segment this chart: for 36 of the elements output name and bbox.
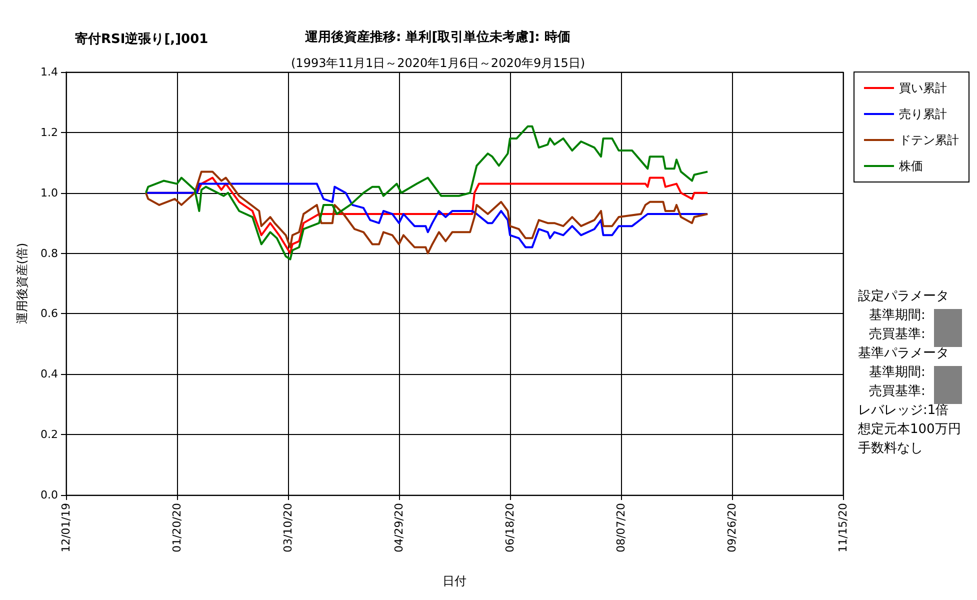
- text: 寄付RSI逆張り[,]001: [75, 31, 208, 47]
- text: 手数料なし: [858, 441, 923, 456]
- y-tick-label: 0.4: [40, 368, 58, 381]
- x-tick-label: 11/15/20: [836, 503, 850, 552]
- text: 設定パラメータ: [858, 289, 949, 304]
- y-tick-label: 1.0: [40, 186, 58, 200]
- x-tick-label: 03/10/20: [282, 503, 294, 552]
- line-series: [144, 125, 709, 260]
- y-tick-label: 0.2: [40, 428, 58, 442]
- y-tick-label: 1.2: [40, 126, 58, 139]
- text: レバレッジ:1倍: [858, 403, 949, 418]
- text: 基準期間:: [869, 308, 926, 323]
- y-axis-title: 運用後資産(倍): [15, 242, 29, 324]
- text: 売買基準:: [869, 384, 926, 399]
- chart-title: 運用後資産推移: 単利[取引単位未考慮]: 時価: [304, 29, 570, 45]
- x-tick-label: 04/29/20: [392, 503, 406, 552]
- text: 基準期間:: [869, 365, 926, 380]
- y-tick-label: 1.4: [40, 66, 58, 78]
- legend-label: 買い累計: [899, 81, 947, 95]
- text: 売買基準:: [869, 327, 926, 342]
- legend-label: 売り累計: [899, 107, 947, 121]
- chart-subtitle: (1993年11月1日～2020年1月6日～2020年9月15日): [291, 56, 586, 70]
- text: 基準パラメータ: [858, 346, 949, 361]
- x-tick-label: 01/20/20: [170, 503, 184, 552]
- line-series: [144, 182, 709, 248]
- legend-label: 株価: [898, 159, 923, 173]
- y-tick-label: 0.8: [40, 246, 58, 260]
- x-axis-title: 日付: [442, 574, 466, 588]
- x-tick-label: 12/01/19: [60, 503, 72, 552]
- text: 想定元本100万円: [857, 422, 961, 437]
- y-tick-label: 0.6: [40, 307, 58, 320]
- x-tick-label: 08/07/20: [614, 503, 628, 552]
- legend-label: ドテン累計: [899, 133, 959, 147]
- y-tick-label: 0.0: [40, 488, 58, 502]
- x-tick-label: 09/26/20: [726, 503, 738, 552]
- x-tick-label: 06/18/20: [504, 503, 516, 552]
